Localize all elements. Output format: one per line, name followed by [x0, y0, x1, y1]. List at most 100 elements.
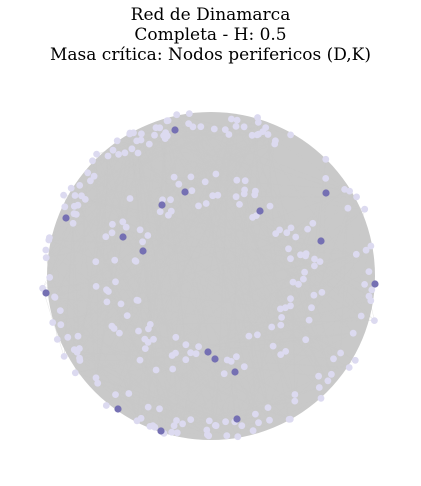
- node: [187, 173, 195, 181]
- node: [300, 275, 307, 283]
- critical-node: [317, 237, 325, 245]
- edge: [81, 128, 215, 196]
- node: [311, 255, 318, 263]
- node: [72, 211, 80, 218]
- node: [249, 214, 256, 221]
- edge: [327, 209, 365, 381]
- edge: [133, 132, 183, 424]
- edge: [182, 120, 238, 424]
- critical-node: [231, 368, 239, 376]
- edge: [200, 126, 246, 181]
- edge: [95, 139, 142, 378]
- edge: [190, 352, 291, 420]
- edge: [144, 339, 178, 433]
- edge: [60, 310, 142, 419]
- edge: [159, 408, 270, 421]
- node: [57, 321, 65, 329]
- node: [109, 220, 116, 228]
- edge: [185, 359, 319, 377]
- figure-subtitle: Completa - H: 0.5: [134, 25, 287, 45]
- node: [76, 357, 84, 364]
- node: [137, 136, 145, 144]
- edge: [159, 356, 237, 409]
- node: [222, 418, 230, 426]
- edge: [63, 134, 258, 357]
- edge: [54, 189, 245, 298]
- edge: [225, 387, 320, 422]
- node: [145, 140, 153, 148]
- figure-subtitle-critical-mass: Masa crítica: Nodos perifericos (D,K): [50, 45, 371, 65]
- node: [278, 314, 285, 321]
- node: [42, 246, 50, 254]
- edge: [75, 372, 235, 422]
- node: [262, 124, 270, 131]
- node: [282, 304, 289, 312]
- node: [245, 332, 253, 340]
- edge: [265, 127, 345, 190]
- edge: [239, 204, 269, 408]
- node: [212, 422, 220, 430]
- edge: [267, 196, 357, 408]
- edge: [96, 154, 217, 426]
- node: [353, 193, 360, 201]
- node: [51, 293, 58, 301]
- figure-title: Red de Dinamarca: [130, 5, 291, 25]
- edge: [280, 250, 367, 310]
- node: [362, 246, 370, 254]
- critical-node: [157, 427, 165, 435]
- edge: [159, 127, 191, 353]
- edge: [117, 127, 157, 141]
- edge: [182, 423, 217, 426]
- node: [89, 157, 96, 165]
- edge: [49, 277, 290, 420]
- node: [322, 155, 330, 163]
- edge: [114, 260, 210, 422]
- node: [301, 268, 308, 276]
- node: [287, 131, 294, 139]
- edge: [129, 133, 160, 409]
- node: [361, 205, 369, 213]
- node: [74, 332, 82, 340]
- node: [182, 341, 190, 349]
- edge: [176, 114, 258, 136]
- edge: [149, 250, 367, 427]
- edge: [49, 277, 155, 428]
- edge: [167, 135, 341, 354]
- node: [156, 208, 164, 216]
- edge: [60, 228, 308, 325]
- node: [322, 175, 330, 182]
- node: [308, 304, 315, 312]
- edge: [105, 236, 235, 422]
- node: [71, 369, 79, 377]
- edge: [154, 135, 237, 181]
- edge: [244, 189, 295, 402]
- node: [167, 196, 174, 204]
- node: [151, 131, 158, 139]
- critical-node: [62, 214, 70, 222]
- edge-mass: [47, 112, 375, 440]
- node: [197, 123, 205, 131]
- edge: [208, 223, 313, 436]
- edge: [128, 135, 155, 394]
- edge: [85, 199, 281, 355]
- node: [302, 250, 310, 258]
- edge: [139, 126, 194, 230]
- node: [291, 397, 299, 405]
- node: [287, 295, 294, 303]
- edge: [176, 114, 354, 334]
- node: [188, 187, 196, 195]
- node: [187, 349, 195, 357]
- node: [266, 416, 273, 424]
- edge: [175, 134, 230, 354]
- edge: [46, 257, 78, 353]
- node: [61, 203, 69, 211]
- node: [94, 379, 102, 387]
- node: [233, 116, 241, 124]
- edge: [52, 133, 259, 323]
- edge: [129, 132, 175, 426]
- node: [233, 353, 240, 361]
- edge: [290, 298, 334, 359]
- node: [141, 345, 149, 352]
- node: [289, 278, 297, 286]
- node: [56, 307, 64, 314]
